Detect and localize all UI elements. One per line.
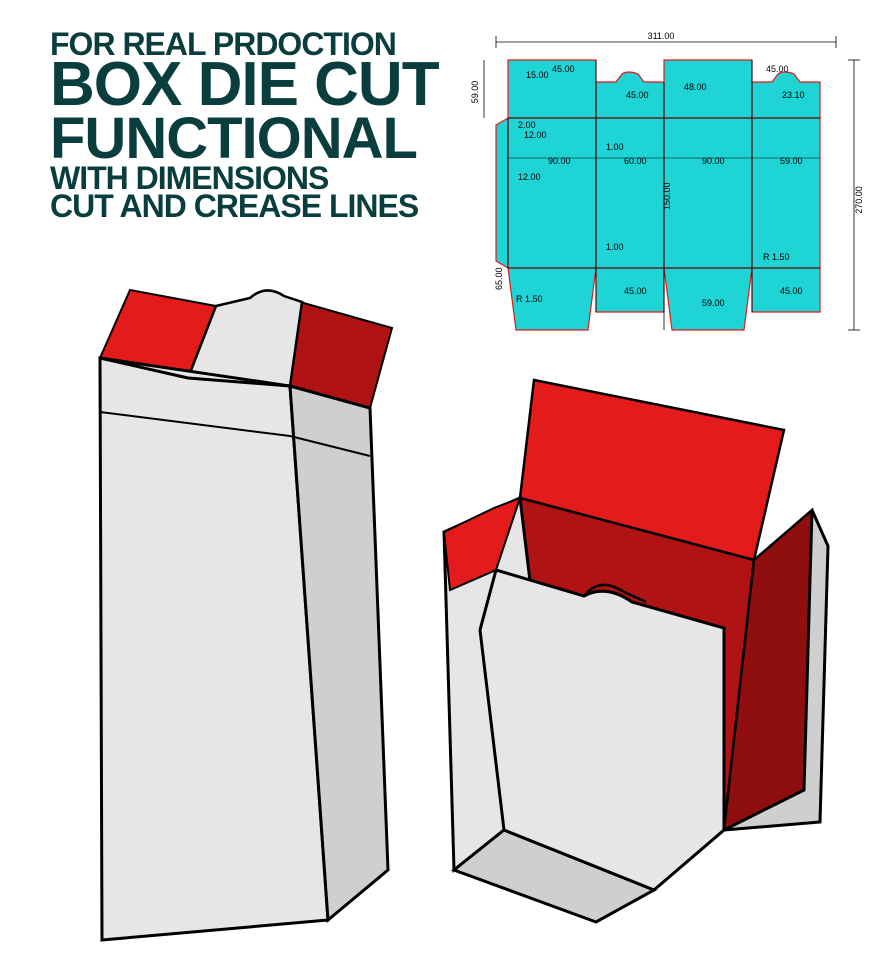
box-3d-tall [40,250,440,960]
svg-text:15.00: 15.00 [526,70,549,80]
svg-text:59.00: 59.00 [780,156,803,166]
svg-text:150.00: 150.00 [662,182,672,210]
title-line-5: CUT AND CREASE LINES [50,192,439,220]
svg-text:23.10: 23.10 [782,90,805,100]
svg-text:90.00: 90.00 [702,156,725,166]
svg-text:65.00: 65.00 [494,267,504,290]
title-line-2: BOX DIE CUT [50,58,439,113]
svg-text:90.00: 90.00 [548,156,571,166]
svg-text:1.00: 1.00 [606,242,624,252]
svg-text:59.00: 59.00 [470,81,480,104]
svg-text:60.00: 60.00 [624,156,647,166]
svg-text:48.00: 48.00 [684,82,707,92]
svg-text:45.00: 45.00 [552,64,575,74]
svg-text:59.00: 59.00 [702,298,725,308]
dim-top-h: 59.00 [470,60,484,118]
svg-text:12.00: 12.00 [524,130,547,140]
svg-text:45.00: 45.00 [626,90,649,100]
dieline-diagram: 311.00 270.00 59.00 [466,30,866,360]
svg-text:12.00: 12.00 [518,172,541,182]
svg-text:2.00: 2.00 [518,120,536,130]
svg-text:311.00: 311.00 [648,31,675,41]
svg-text:45.00: 45.00 [766,64,789,74]
box-3d-open [424,370,844,930]
title-line-3: FUNCTIONAL [50,113,439,164]
dim-overall-width: 311.00 [496,31,836,48]
dim-overall-height: 270.00 [848,60,864,330]
svg-text:45.00: 45.00 [624,286,647,296]
svg-text:R 1.50: R 1.50 [763,252,790,262]
svg-text:R 1.50: R 1.50 [516,294,543,304]
svg-text:270.00: 270.00 [854,186,864,214]
svg-text:45.00: 45.00 [780,286,803,296]
dieline-body [496,60,820,330]
svg-text:1.00: 1.00 [606,142,624,152]
title-block: FOR REAL PRDOCTION BOX DIE CUT FUNCTIONA… [50,30,439,220]
